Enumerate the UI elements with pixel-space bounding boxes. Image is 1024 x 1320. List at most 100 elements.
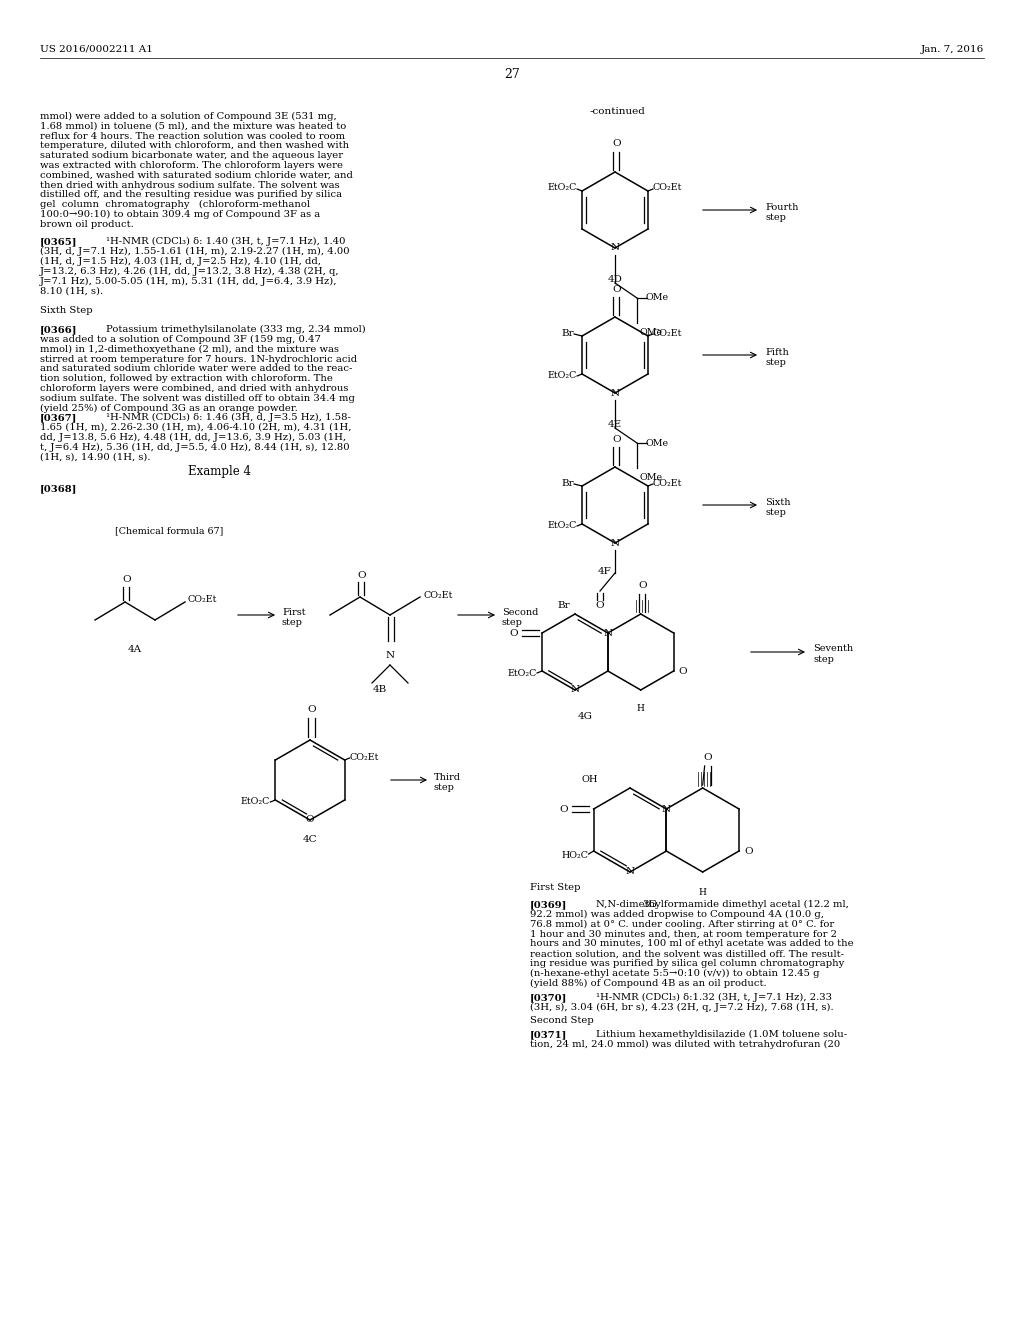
Text: US 2016/0002211 A1: US 2016/0002211 A1 [40, 45, 153, 54]
Text: CO₂Et: CO₂Et [423, 590, 453, 599]
Text: 4G: 4G [578, 711, 593, 721]
Text: O: O [596, 601, 604, 610]
Text: 1.68 mmol) in toluene (5 ml), and the mixture was heated to: 1.68 mmol) in toluene (5 ml), and the mi… [40, 121, 346, 131]
Text: was extracted with chloroform. The chloroform layers were: was extracted with chloroform. The chlor… [40, 161, 343, 170]
Text: N: N [570, 685, 580, 694]
Text: Second Step: Second Step [530, 1016, 594, 1026]
Text: dd, J=13.8, 5.6 Hz), 4.48 (1H, dd, J=13.6, 3.9 Hz), 5.03 (1H,: dd, J=13.8, 5.6 Hz), 4.48 (1H, dd, J=13.… [40, 433, 346, 442]
Text: ¹H-NMR (CDCl₃) δ: 1.46 (3H, d, J=3.5 Hz), 1.58-: ¹H-NMR (CDCl₃) δ: 1.46 (3H, d, J=3.5 Hz)… [106, 413, 351, 422]
Text: 1 hour and 30 minutes and, then, at room temperature for 2: 1 hour and 30 minutes and, then, at room… [530, 929, 837, 939]
Text: N,N-dimethylformamide dimethyl acetal (12.2 ml,: N,N-dimethylformamide dimethyl acetal (1… [596, 900, 849, 909]
Text: ing residue was purified by silica gel column chromatography: ing residue was purified by silica gel c… [530, 960, 844, 968]
Text: stirred at room temperature for 7 hours. 1N-hydrochloric acid: stirred at room temperature for 7 hours.… [40, 355, 357, 363]
Text: step: step [765, 213, 785, 222]
Text: Jan. 7, 2016: Jan. 7, 2016 [921, 45, 984, 54]
Text: step: step [765, 358, 785, 367]
Text: -continued: -continued [590, 107, 646, 116]
Text: [0370]: [0370] [530, 993, 567, 1002]
Text: CO₂Et: CO₂Et [349, 752, 379, 762]
Text: ¹H-NMR (CDCl₃) δ:1.32 (3H, t, J=7.1 Hz), 2.33: ¹H-NMR (CDCl₃) δ:1.32 (3H, t, J=7.1 Hz),… [596, 993, 831, 1002]
Text: 4E: 4E [608, 420, 622, 429]
Text: (n-hexane-ethyl acetate 5:5→0:10 (v/v)) to obtain 12.45 g: (n-hexane-ethyl acetate 5:5→0:10 (v/v)) … [530, 969, 819, 978]
Text: step: step [434, 783, 455, 792]
Text: (1H, d, J=1.5 Hz), 4.03 (1H, d, J=2.5 Hz), 4.10 (1H, dd,: (1H, d, J=1.5 Hz), 4.03 (1H, d, J=2.5 Hz… [40, 257, 321, 265]
Text: OMe: OMe [645, 293, 668, 302]
Text: saturated sodium bicarbonate water, and the aqueous layer: saturated sodium bicarbonate water, and … [40, 152, 343, 160]
Text: H: H [698, 888, 707, 898]
Text: N: N [610, 539, 620, 548]
Text: (yield 25%) of Compound 3G as an orange powder.: (yield 25%) of Compound 3G as an orange … [40, 404, 298, 413]
Text: [0366]: [0366] [40, 325, 78, 334]
Text: 3G: 3G [642, 900, 657, 909]
Text: O: O [307, 705, 316, 714]
Text: Seventh: Seventh [813, 644, 853, 653]
Text: Fifth: Fifth [765, 348, 788, 356]
Text: Potassium trimethylsilanolate (333 mg, 2.34 mmol): Potassium trimethylsilanolate (333 mg, 2… [106, 325, 366, 334]
Text: O: O [638, 582, 647, 590]
Text: Second: Second [502, 609, 539, 616]
Text: N: N [610, 243, 620, 252]
Text: distilled off, and the resulting residue was purified by silica: distilled off, and the resulting residue… [40, 190, 342, 199]
Text: OMe: OMe [640, 473, 664, 482]
Text: reaction solution, and the solvent was distilled off. The result-: reaction solution, and the solvent was d… [530, 949, 844, 958]
Text: 4B: 4B [373, 685, 387, 694]
Text: O: O [510, 628, 518, 638]
Text: [0367]: [0367] [40, 413, 78, 422]
Text: H: H [637, 704, 645, 713]
Text: Fourth: Fourth [765, 203, 799, 213]
Text: Lithium hexamethyldisilazide (1.0M toluene solu-: Lithium hexamethyldisilazide (1.0M tolue… [596, 1030, 847, 1039]
Text: step: step [813, 655, 834, 664]
Text: 27: 27 [504, 69, 520, 81]
Text: chloroform layers were combined, and dried with anhydrous: chloroform layers were combined, and dri… [40, 384, 348, 393]
Text: hours and 30 minutes, 100 ml of ethyl acetate was added to the: hours and 30 minutes, 100 ml of ethyl ac… [530, 940, 854, 948]
Text: 4C: 4C [303, 836, 317, 843]
Text: and saturated sodium chloride water were added to the reac-: and saturated sodium chloride water were… [40, 364, 352, 374]
Text: 92.2 mmol) was added dropwise to Compound 4A (10.0 g,: 92.2 mmol) was added dropwise to Compoun… [530, 909, 824, 919]
Text: tion solution, followed by extraction with chloroform. The: tion solution, followed by extraction wi… [40, 374, 333, 383]
Text: was added to a solution of Compound 3F (159 mg, 0.47: was added to a solution of Compound 3F (… [40, 335, 321, 345]
Text: step: step [282, 618, 303, 627]
Text: step: step [765, 508, 785, 517]
Text: (yield 88%) of Compound 4B as an oil product.: (yield 88%) of Compound 4B as an oil pro… [530, 978, 767, 987]
Text: CO₂Et: CO₂Et [188, 595, 217, 605]
Text: N: N [610, 388, 620, 397]
Text: brown oil product.: brown oil product. [40, 220, 134, 228]
Text: O: O [612, 140, 622, 149]
Text: First: First [282, 609, 305, 616]
Text: CO₂Et: CO₂Et [653, 183, 682, 193]
Text: [0368]: [0368] [40, 484, 78, 492]
Text: J=13.2, 6.3 Hz), 4.26 (1H, dd, J=13.2, 3.8 Hz), 4.38 (2H, q,: J=13.2, 6.3 Hz), 4.26 (1H, dd, J=13.2, 3… [40, 267, 340, 276]
Text: O: O [357, 570, 367, 579]
Text: CO₂Et: CO₂Et [653, 329, 682, 338]
Text: (3H, d, J=7.1 Hz), 1.55-1.61 (1H, m), 2.19-2.27 (1H, m), 4.00: (3H, d, J=7.1 Hz), 1.55-1.61 (1H, m), 2.… [40, 247, 349, 256]
Text: 76.8 mmol) at 0° C. under cooling. After stirring at 0° C. for: 76.8 mmol) at 0° C. under cooling. After… [530, 920, 835, 929]
Text: then dried with anhydrous sodium sulfate. The solvent was: then dried with anhydrous sodium sulfate… [40, 181, 340, 190]
Text: combined, washed with saturated sodium chloride water, and: combined, washed with saturated sodium c… [40, 170, 353, 180]
Text: gel  column  chromatography   (chloroform-methanol: gel column chromatography (chloroform-me… [40, 201, 310, 210]
Text: temperature, diluted with chloroform, and then washed with: temperature, diluted with chloroform, an… [40, 141, 349, 150]
Text: 4D: 4D [607, 275, 623, 284]
Text: tion, 24 ml, 24.0 mmol) was diluted with tetrahydrofuran (20: tion, 24 ml, 24.0 mmol) was diluted with… [530, 1040, 841, 1049]
Text: EtO₂C: EtO₂C [508, 668, 538, 677]
Text: [0365]: [0365] [40, 238, 78, 246]
Text: O: O [123, 576, 131, 585]
Text: Example 4: Example 4 [188, 465, 252, 478]
Text: O: O [612, 285, 622, 293]
Text: First Step: First Step [530, 883, 581, 892]
Text: Br: Br [561, 479, 574, 488]
Text: N: N [626, 867, 635, 876]
Text: EtO₂C: EtO₂C [548, 183, 578, 193]
Text: [0369]: [0369] [530, 900, 567, 909]
Text: 1.65 (1H, m), 2.26-2.30 (1H, m), 4.06-4.10 (2H, m), 4.31 (1H,: 1.65 (1H, m), 2.26-2.30 (1H, m), 4.06-4.… [40, 422, 351, 432]
Text: Sixth: Sixth [765, 498, 791, 507]
Text: EtO₂C: EtO₂C [241, 797, 270, 807]
Text: 4A: 4A [128, 645, 142, 653]
Text: Br: Br [561, 330, 574, 338]
Text: reflux for 4 hours. The reaction solution was cooled to room: reflux for 4 hours. The reaction solutio… [40, 132, 345, 141]
Text: 8.10 (1H, s).: 8.10 (1H, s). [40, 286, 103, 296]
Text: (3H, s), 3.04 (6H, br s), 4.23 (2H, q, J=7.2 Hz), 7.68 (1H, s).: (3H, s), 3.04 (6H, br s), 4.23 (2H, q, J… [530, 1003, 834, 1012]
Text: OH: OH [582, 776, 598, 784]
Text: mmol) in 1,2-dimethoxyethane (2 ml), and the mixture was: mmol) in 1,2-dimethoxyethane (2 ml), and… [40, 345, 339, 354]
Text: O: O [306, 816, 314, 825]
Text: O: O [612, 434, 622, 444]
